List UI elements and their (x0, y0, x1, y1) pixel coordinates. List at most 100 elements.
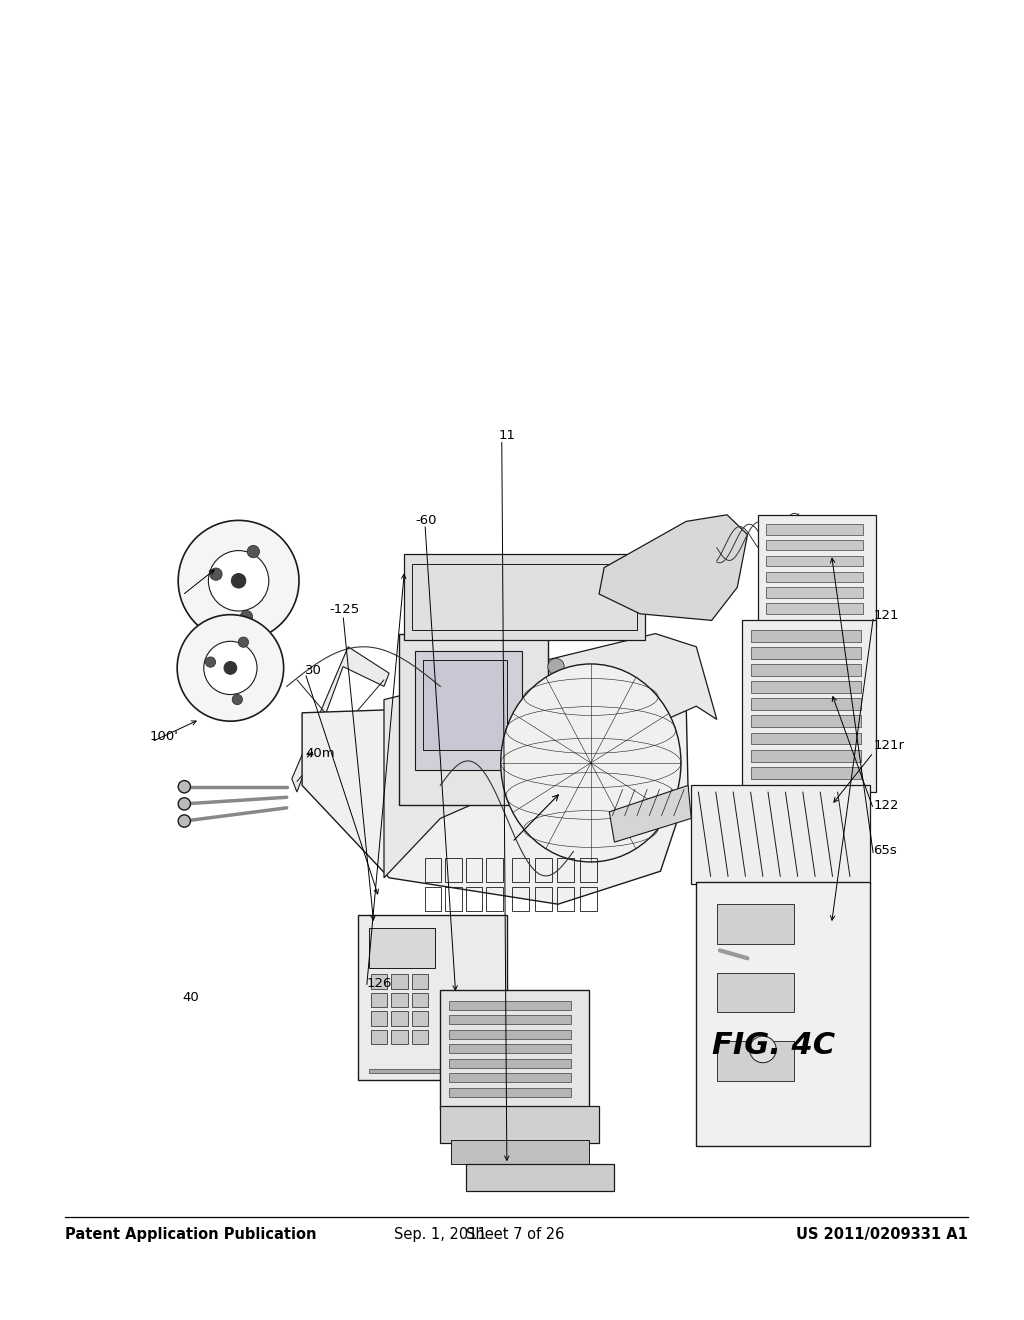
Polygon shape (599, 515, 748, 620)
Bar (425, 887, 441, 911)
Bar (751, 767, 861, 779)
Bar (766, 572, 863, 582)
Bar (742, 620, 876, 792)
Text: 30: 30 (305, 664, 322, 677)
Circle shape (178, 797, 190, 810)
Bar (580, 858, 597, 882)
Bar (717, 1041, 794, 1081)
Circle shape (548, 746, 564, 762)
Circle shape (209, 550, 268, 611)
Polygon shape (302, 700, 688, 904)
Bar (415, 651, 522, 770)
Bar (449, 1088, 571, 1097)
Circle shape (232, 694, 243, 705)
Text: 40: 40 (182, 991, 199, 1005)
Bar (751, 681, 861, 693)
Bar (412, 1011, 428, 1026)
Bar (758, 515, 876, 627)
Bar (466, 858, 482, 882)
Circle shape (239, 638, 249, 647)
Bar (440, 990, 589, 1109)
Bar (751, 698, 861, 710)
Bar (425, 858, 441, 882)
Text: US 2011/0209331 A1: US 2011/0209331 A1 (796, 1228, 968, 1242)
Bar (449, 1001, 571, 1010)
Bar (449, 1030, 571, 1039)
Bar (449, 1073, 571, 1082)
Bar (440, 1106, 599, 1143)
Bar (696, 882, 870, 1146)
Bar (399, 634, 548, 805)
Bar (486, 887, 503, 911)
Bar (751, 630, 861, 642)
Circle shape (247, 545, 259, 558)
Bar (412, 974, 428, 989)
Bar (445, 858, 462, 882)
Bar (512, 887, 529, 911)
Bar (404, 554, 645, 640)
Polygon shape (384, 634, 717, 878)
Text: Sheet 7 of 26: Sheet 7 of 26 (466, 1228, 564, 1242)
Bar (766, 587, 863, 598)
Bar (466, 1164, 614, 1191)
Text: 40m: 40m (305, 747, 335, 760)
Bar (369, 1069, 497, 1073)
Bar (391, 974, 408, 989)
Bar (751, 733, 861, 744)
Bar (486, 858, 503, 882)
Bar (751, 647, 861, 659)
Text: 121r: 121r (873, 739, 904, 752)
Circle shape (204, 642, 257, 694)
Bar (412, 564, 637, 630)
Text: 11: 11 (499, 429, 516, 442)
Bar (449, 1044, 571, 1053)
Circle shape (178, 814, 190, 828)
Text: Patent Application Publication: Patent Application Publication (65, 1228, 316, 1242)
Bar (766, 540, 863, 550)
Circle shape (548, 659, 564, 675)
Bar (766, 603, 863, 614)
Bar (512, 858, 529, 882)
Bar (412, 1030, 428, 1044)
Bar (766, 524, 863, 535)
Circle shape (548, 688, 564, 704)
Bar (557, 858, 574, 882)
Bar (371, 974, 387, 989)
Bar (717, 904, 794, 944)
Text: Sep. 1, 2011: Sep. 1, 2011 (394, 1228, 487, 1242)
Bar (358, 915, 507, 1080)
Bar (557, 887, 574, 911)
Bar (717, 973, 794, 1012)
Bar (371, 1030, 387, 1044)
Bar (535, 887, 552, 911)
Circle shape (178, 520, 299, 642)
Bar (445, 887, 462, 911)
Bar (451, 1140, 589, 1164)
Bar (371, 1011, 387, 1026)
Bar (412, 993, 428, 1007)
Polygon shape (609, 785, 691, 842)
Ellipse shape (501, 664, 681, 862)
Text: 122: 122 (873, 799, 899, 812)
Bar (391, 1011, 408, 1026)
Circle shape (178, 780, 190, 793)
Text: -125: -125 (330, 603, 360, 616)
Circle shape (231, 574, 246, 587)
Bar (369, 928, 435, 968)
Polygon shape (292, 647, 389, 792)
Bar (751, 664, 861, 676)
Text: FIG. 4C: FIG. 4C (712, 1031, 835, 1060)
Bar (391, 993, 408, 1007)
Circle shape (224, 661, 237, 675)
Bar (691, 785, 870, 884)
Text: 126: 126 (367, 977, 392, 990)
Text: 121: 121 (873, 609, 899, 622)
Text: 65s: 65s (873, 843, 897, 857)
Bar (449, 1059, 571, 1068)
Circle shape (210, 568, 222, 581)
Text: 100': 100' (150, 730, 178, 743)
Bar (391, 1030, 408, 1044)
Text: -60: -60 (416, 513, 437, 527)
Circle shape (750, 1036, 776, 1063)
Bar (766, 556, 863, 566)
